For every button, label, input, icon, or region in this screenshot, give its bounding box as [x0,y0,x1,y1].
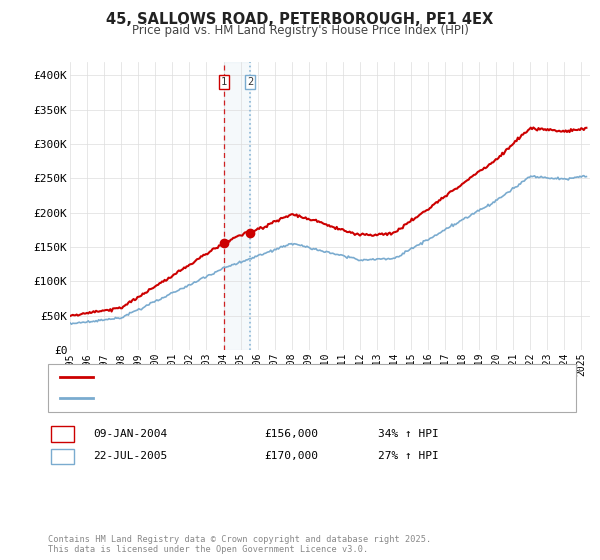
Text: Contains HM Land Registry data © Crown copyright and database right 2025.
This d: Contains HM Land Registry data © Crown c… [48,535,431,554]
Text: HPI: Average price, semi-detached house, City of Peterborough: HPI: Average price, semi-detached house,… [99,393,457,403]
Text: 22-JUL-2005: 22-JUL-2005 [93,451,167,461]
Text: 2: 2 [59,451,66,461]
Text: 45, SALLOWS ROAD, PETERBOROUGH, PE1 4EX (semi-detached house): 45, SALLOWS ROAD, PETERBOROUGH, PE1 4EX … [99,372,457,382]
Text: Price paid vs. HM Land Registry's House Price Index (HPI): Price paid vs. HM Land Registry's House … [131,24,469,37]
Text: £156,000: £156,000 [264,429,318,439]
Text: 34% ↑ HPI: 34% ↑ HPI [378,429,439,439]
Text: 45, SALLOWS ROAD, PETERBOROUGH, PE1 4EX: 45, SALLOWS ROAD, PETERBOROUGH, PE1 4EX [106,12,494,27]
Text: 2: 2 [247,77,253,87]
Text: 1: 1 [59,429,66,439]
Text: 27% ↑ HPI: 27% ↑ HPI [378,451,439,461]
Text: £170,000: £170,000 [264,451,318,461]
Bar [224,62,250,350]
Text: 09-JAN-2004: 09-JAN-2004 [93,429,167,439]
Text: 1: 1 [221,77,227,87]
